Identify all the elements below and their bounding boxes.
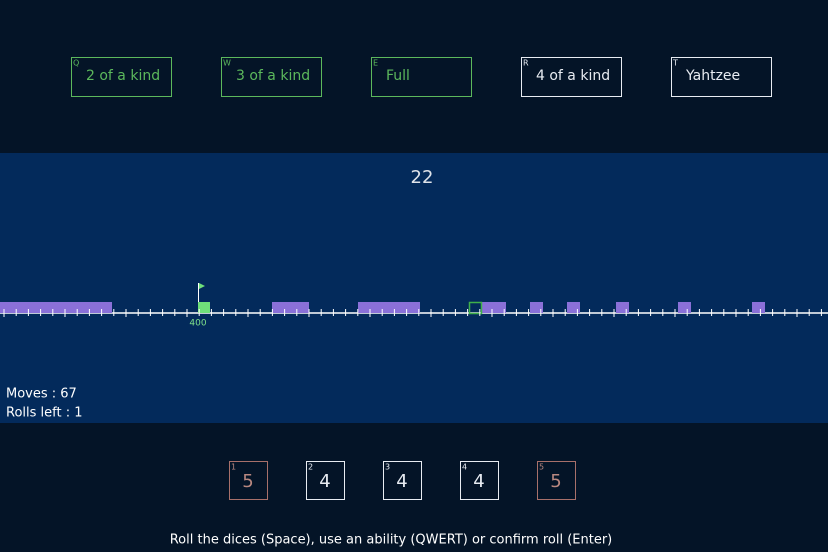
flag-tile — [198, 302, 210, 313]
button-frame — [221, 57, 322, 97]
button-label: 3 of a kind — [236, 68, 310, 84]
die[interactable]: 34 — [383, 461, 422, 500]
block — [0, 302, 112, 313]
die[interactable]: 55 — [537, 461, 576, 500]
die-key: 5 — [539, 463, 544, 472]
die-key: 4 — [462, 463, 467, 472]
button-label: Yahtzee — [685, 68, 740, 84]
die-frame — [537, 461, 576, 500]
blocks — [0, 302, 765, 313]
block — [482, 302, 506, 313]
die-key: 1 — [231, 463, 236, 472]
button-label: 4 of a kind — [536, 68, 610, 84]
flag — [199, 283, 205, 289]
button-key: E — [373, 59, 378, 68]
top-panel — [0, 0, 828, 153]
bottom-panel — [0, 423, 828, 552]
die-value: 4 — [319, 471, 330, 492]
block — [358, 302, 420, 313]
block — [567, 302, 580, 313]
button-key: Q — [73, 59, 79, 68]
block — [530, 302, 543, 313]
die[interactable]: 15 — [229, 461, 268, 500]
score: 22 — [411, 167, 434, 188]
die-value: 5 — [242, 471, 253, 492]
moves: Moves : 67 — [6, 387, 77, 402]
die-value: 4 — [396, 471, 407, 492]
die[interactable]: 24 — [306, 461, 345, 500]
die-frame — [460, 461, 499, 500]
ability-button[interactable]: Q 2 of a kind — [71, 57, 172, 97]
block — [678, 302, 691, 313]
button-key: T — [672, 59, 678, 68]
die-key: 2 — [308, 463, 313, 472]
button-frame — [371, 57, 472, 97]
block — [752, 302, 765, 313]
rolls-left: Rolls left : 1 — [6, 406, 83, 421]
die-frame — [229, 461, 268, 500]
block — [616, 302, 629, 313]
ability-button[interactable]: W 3 of a kind — [221, 57, 322, 97]
button-label: Full — [386, 68, 410, 84]
button-label: 2 of a kind — [86, 68, 160, 84]
die[interactable]: 44 — [460, 461, 499, 500]
button-key: W — [223, 59, 231, 68]
player — [468, 301, 483, 315]
instructions: Roll the dices (Space), use an ability (… — [170, 533, 613, 548]
board — [0, 153, 828, 423]
die-frame — [306, 461, 345, 500]
button-frame — [71, 57, 172, 97]
die-value: 5 — [550, 471, 561, 492]
die-value: 4 — [473, 471, 484, 492]
ability-button[interactable]: T Yahtzee — [671, 57, 772, 97]
ability-button[interactable]: R 4 of a kind — [521, 57, 622, 97]
die-key: 3 — [385, 463, 390, 472]
ability-button[interactable]: E Full — [371, 57, 472, 97]
button-frame — [521, 57, 622, 97]
track: 400 — [0, 283, 828, 329]
flag-label: 400 — [189, 319, 206, 329]
button-frame — [671, 57, 772, 97]
button-key: R — [523, 59, 529, 68]
die-frame — [383, 461, 422, 500]
block — [272, 302, 309, 313]
